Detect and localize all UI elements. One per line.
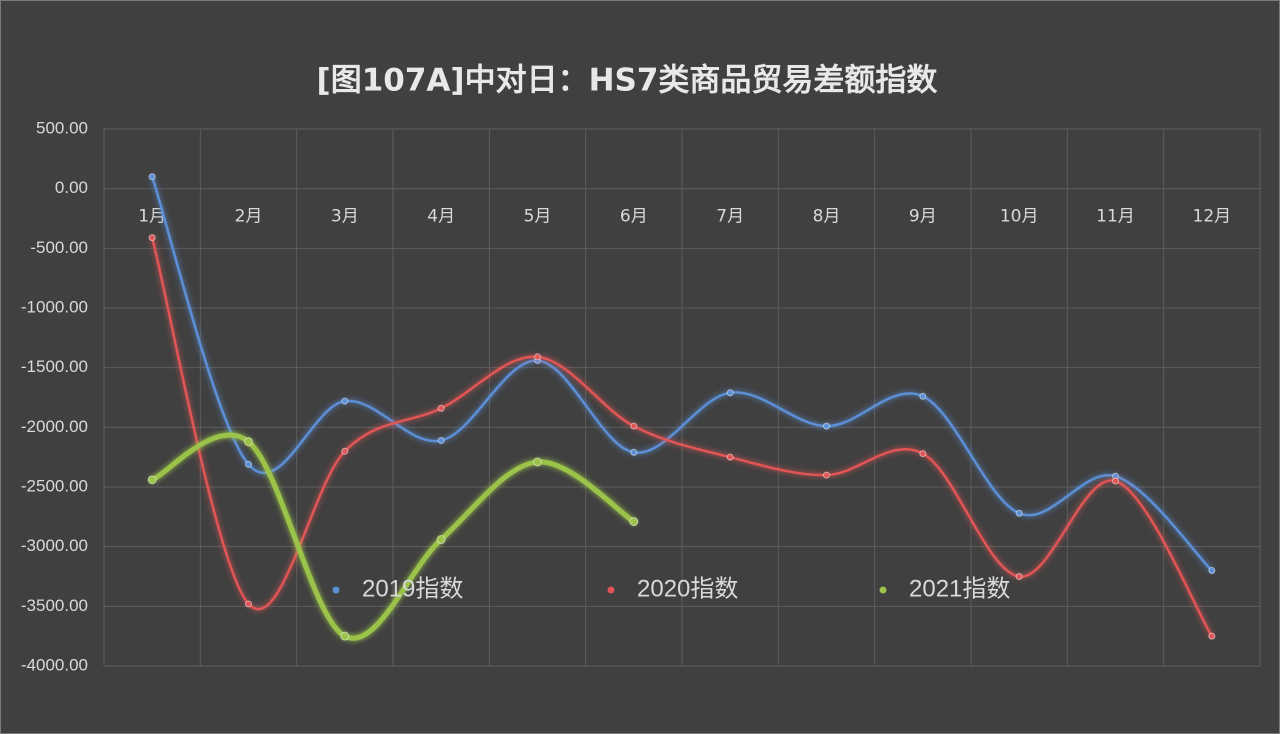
x-tick-label: 8月 (813, 207, 841, 227)
x-tick-label: 7月 (716, 207, 744, 227)
legend-marker (607, 586, 615, 594)
legend-label: 2019指数 (362, 575, 463, 602)
point (341, 447, 349, 455)
point (726, 453, 734, 461)
point (341, 397, 349, 405)
x-tick-label: 11月 (1096, 207, 1135, 227)
y-tick-label: -4000.00 (21, 655, 88, 674)
point (245, 600, 252, 608)
y-tick-label: -3500.00 (21, 596, 88, 615)
point (534, 353, 541, 361)
y-tick-label: -1500.00 (21, 357, 88, 376)
point (1208, 567, 1216, 575)
y-tick-label: -1000.00 (21, 297, 88, 316)
point (436, 535, 446, 545)
point (1015, 509, 1023, 517)
point (533, 457, 542, 467)
y-tick-label: 0.00 (55, 178, 88, 197)
point (147, 475, 157, 485)
x-tick-label: 12月 (1193, 207, 1232, 227)
x-tick-label: 1月 (138, 207, 166, 227)
point (437, 436, 445, 444)
x-tick-label: 10月 (1000, 207, 1039, 227)
point (823, 471, 830, 479)
x-tick-label: 6月 (620, 207, 648, 227)
point (148, 173, 156, 181)
y-tick-label: -2000.00 (21, 417, 88, 436)
point (919, 450, 927, 458)
point (1208, 632, 1216, 640)
point (1015, 573, 1023, 580)
point (919, 392, 927, 400)
x-tick-label: 4月 (427, 207, 455, 227)
legend-marker (332, 586, 340, 594)
point (1112, 477, 1119, 485)
point (629, 517, 639, 527)
legend-marker (879, 586, 887, 594)
x-tick-label: 3月 (331, 207, 359, 227)
legend-label: 2020指数 (637, 575, 738, 602)
point (244, 437, 253, 447)
point (630, 448, 638, 456)
y-tick-label: 500.00 (36, 118, 88, 137)
chart-title: [图107A]中对日：HS7类商品贸易差额指数 (317, 63, 938, 99)
point (630, 422, 638, 430)
point (340, 631, 350, 641)
x-tick-label: 9月 (909, 207, 937, 227)
x-tick-label: 2月 (235, 207, 263, 227)
y-tick-label: -3000.00 (21, 536, 88, 555)
point (245, 460, 252, 468)
series-line (150, 236, 1214, 638)
point (148, 234, 156, 242)
y-tick-label: -2500.00 (21, 476, 88, 495)
point (823, 422, 830, 430)
point (726, 389, 734, 397)
y-tick-label: -500.00 (30, 238, 88, 257)
point (437, 404, 445, 412)
legend-label: 2021指数 (909, 575, 1010, 602)
x-tick-label: 5月 (524, 207, 552, 227)
